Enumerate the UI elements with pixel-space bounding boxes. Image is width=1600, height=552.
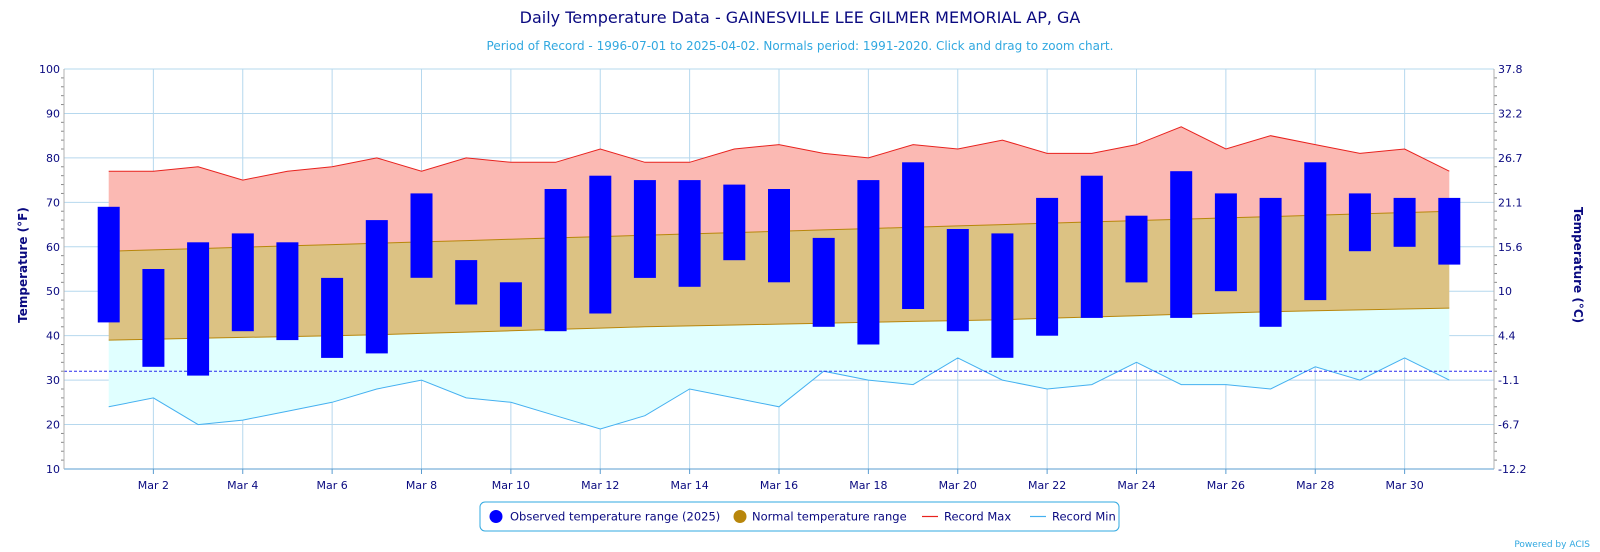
observed-bar[interactable] <box>1438 197 1461 265</box>
record-max-line[interactable] <box>108 126 1450 181</box>
record-min-line[interactable] <box>108 357 1450 430</box>
observed-bar[interactable] <box>321 277 344 358</box>
y-tick-label-right: 26.7 <box>1498 152 1523 165</box>
y-tick-label-left: 80 <box>46 152 60 165</box>
observed-bar[interactable] <box>499 282 522 327</box>
observed-bar[interactable] <box>1348 193 1371 252</box>
x-tick-label: Mar 24 <box>1117 479 1155 492</box>
y-tick-label-right: 15.6 <box>1498 241 1523 254</box>
observed-bar[interactable] <box>1080 175 1103 318</box>
observed-bar[interactable] <box>1170 171 1193 318</box>
observed-bar[interactable] <box>1393 197 1416 247</box>
observed-bar[interactable] <box>142 269 165 367</box>
observed-bar[interactable] <box>902 162 925 309</box>
y-tick-label-left: 90 <box>46 107 60 120</box>
observed-bar[interactable] <box>365 220 388 354</box>
observed-bar[interactable] <box>723 184 746 261</box>
y-tick-label-right: 4.4 <box>1498 330 1516 343</box>
observed-bar[interactable] <box>231 233 254 332</box>
observed-bar[interactable] <box>678 180 701 287</box>
x-tick-label: Mar 18 <box>849 479 887 492</box>
observed-bar[interactable] <box>633 180 656 278</box>
y-tick-label-right: 37.8 <box>1498 63 1523 76</box>
observed-bar[interactable] <box>946 229 969 332</box>
y-tick-label-right: -1.1 <box>1498 374 1519 387</box>
credit-link[interactable]: Powered by ACIS <box>1514 540 1590 550</box>
record-min-band <box>108 308 1450 429</box>
legend-observed-label[interactable]: Observed temperature range (2025) <box>510 510 720 524</box>
observed-bar[interactable] <box>812 237 835 327</box>
legend-box <box>479 501 1120 532</box>
legend-record-max-label[interactable]: Record Max <box>944 510 1011 524</box>
chart-subtitle: Period of Record - 1996-07-01 to 2025-04… <box>487 39 1114 53</box>
x-tick-label: Mar 2 <box>138 479 169 492</box>
y-tick-label-right: 10 <box>1498 285 1512 298</box>
x-tick-label: Mar 6 <box>317 479 348 492</box>
legend-observed-symbol[interactable] <box>489 510 503 523</box>
x-tick-label: Mar 26 <box>1207 479 1245 492</box>
observed-bar[interactable] <box>768 189 790 283</box>
observed-bar[interactable] <box>1125 215 1148 283</box>
y-tick-label-right: 21.1 <box>1498 196 1523 209</box>
y-axis-title-left: Temperature (°F) <box>16 207 30 323</box>
y-tick-label-left: 50 <box>46 285 60 298</box>
legend: Observed temperature range (2025) Normal… <box>479 501 1120 532</box>
observed-bar[interactable] <box>455 260 478 305</box>
y-tick-label-left: 20 <box>46 419 60 432</box>
legend-normal-label[interactable]: Normal temperature range <box>752 510 907 524</box>
y-tick-label-right: -6.7 <box>1498 419 1519 432</box>
x-tick-label: Mar 30 <box>1386 479 1424 492</box>
x-tick-label: Mar 10 <box>492 479 530 492</box>
y-tick-label-left: 40 <box>46 330 60 343</box>
y-tick-label-right: 32.2 <box>1498 107 1523 120</box>
y-tick-label-left: 100 <box>39 63 60 76</box>
observed-bar[interactable] <box>97 206 120 323</box>
observed-bar[interactable] <box>589 175 612 314</box>
observed-bar[interactable] <box>1214 193 1237 292</box>
legend-record-min-label[interactable]: Record Min <box>1052 510 1116 524</box>
legend-normal-symbol[interactable] <box>733 510 747 523</box>
x-tick-label: Mar 28 <box>1296 479 1334 492</box>
observed-bar[interactable] <box>991 233 1014 358</box>
y-tick-label-right: -12.2 <box>1498 463 1526 476</box>
x-tick-label: Mar 12 <box>581 479 619 492</box>
observed-bar[interactable] <box>1304 162 1327 301</box>
x-tick-label: Mar 16 <box>760 479 798 492</box>
x-tick-label: Mar 14 <box>671 479 709 492</box>
x-tick-label: Mar 4 <box>227 479 258 492</box>
y-tick-label-left: 60 <box>46 241 60 254</box>
x-tick-label: Mar 20 <box>939 479 977 492</box>
observed-bar[interactable] <box>276 242 299 341</box>
observed-bar[interactable] <box>410 193 433 278</box>
observed-bar[interactable] <box>1259 197 1282 327</box>
observed-bar[interactable] <box>857 180 880 345</box>
x-tick-label: Mar 22 <box>1028 479 1066 492</box>
y-axis-title-right: Temperature (°C) <box>1571 207 1585 323</box>
observed-bar[interactable] <box>1036 197 1059 336</box>
axes: Mar 2 Mar 4 Mar 6 Mar 8 Mar 10 Mar 12 Mar 14 Ma… <box>39 63 1526 492</box>
y-tick-label-left: 70 <box>46 196 60 209</box>
observed-bars <box>97 162 1461 376</box>
observed-bar[interactable] <box>544 189 567 332</box>
y-tick-label-left: 10 <box>46 463 60 476</box>
y-tick-label-left: 30 <box>46 374 60 387</box>
x-tick-label: Mar 8 <box>406 479 437 492</box>
chart-title: Daily Temperature Data - GAINESVILLE LEE… <box>520 8 1081 27</box>
observed-bar[interactable] <box>187 242 210 376</box>
